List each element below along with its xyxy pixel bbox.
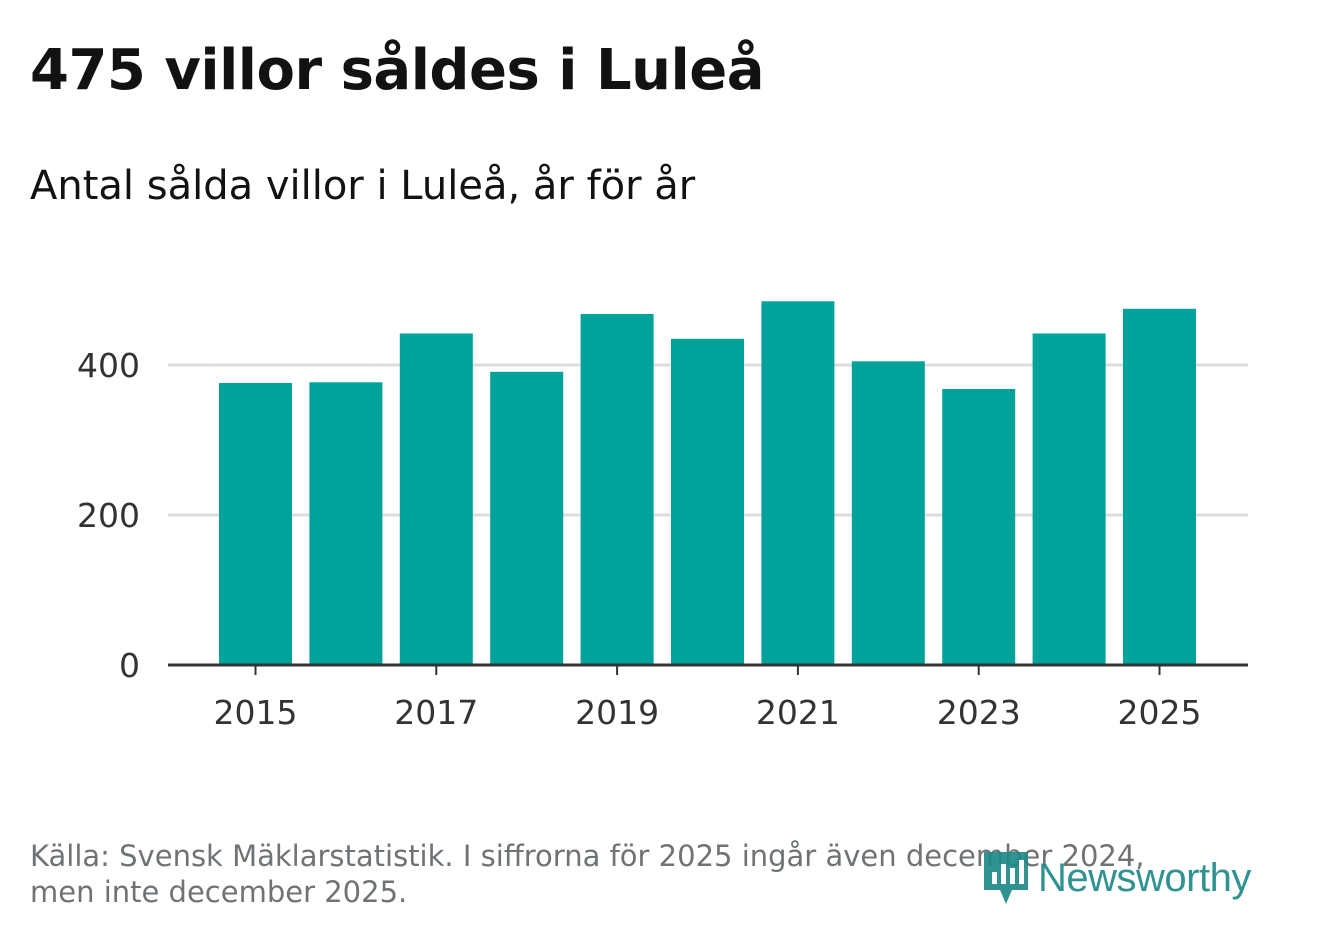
source-line-2: men inte december 2025. — [30, 875, 408, 909]
x-axis — [168, 663, 1248, 675]
source-note: Källa: Svensk Mäklarstatistik. I siffror… — [30, 838, 1145, 910]
bars — [219, 301, 1196, 666]
bar-2019 — [580, 314, 654, 665]
x-axis-labels: 2015 2017 2019 2021 2023 2025 — [214, 693, 1202, 732]
bar-2017 — [399, 333, 473, 665]
x-tick-label-2019: 2019 — [575, 693, 659, 732]
bar-2020 — [671, 338, 744, 666]
x-tick-label-2025: 2025 — [1118, 693, 1202, 732]
x-tick-label-2021: 2021 — [756, 693, 840, 732]
chart-subtitle: Antal sålda villor i Luleå, år för år — [30, 163, 696, 209]
x-tick-label-2023: 2023 — [937, 693, 1021, 732]
y-tick-label-400: 400 — [77, 346, 140, 385]
bar-2018 — [490, 371, 564, 666]
newsworthy-logo: Newsworthy — [982, 848, 1251, 908]
y-tick-label-0: 0 — [119, 646, 140, 685]
bar-2021 — [761, 301, 835, 666]
x-tick-label-2015: 2015 — [214, 693, 298, 732]
bar-2025 — [1123, 308, 1196, 666]
x-tick-label-2017: 2017 — [394, 693, 478, 732]
y-axis-labels: 0 200 400 — [77, 346, 140, 685]
bar-2023 — [942, 389, 1016, 665]
chart-title: 475 villor såldes i Luleå — [30, 38, 764, 103]
y-tick-label-200: 200 — [77, 496, 140, 535]
bar-2016 — [309, 382, 383, 666]
logo-text: Newsworthy — [1038, 855, 1251, 900]
bar-2022 — [851, 361, 925, 666]
bar-2015 — [219, 383, 292, 665]
bar-2024 — [1032, 333, 1106, 665]
newsworthy-logo-icon — [984, 852, 1028, 904]
source-line-1: Källa: Svensk Mäklarstatistik. I siffror… — [30, 839, 1145, 873]
